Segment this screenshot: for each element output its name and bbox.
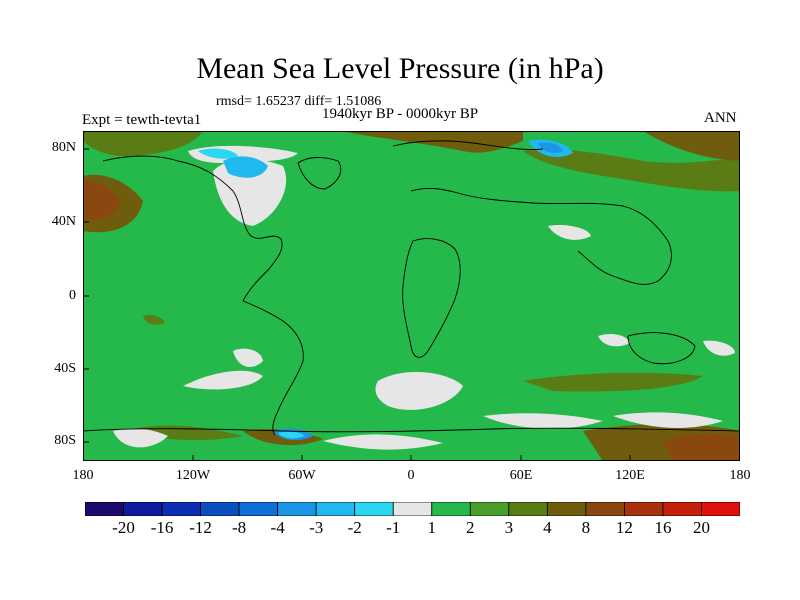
lon-label: 0 xyxy=(407,468,415,483)
lon-label: 60E xyxy=(509,468,533,483)
colorbar-swatch xyxy=(161,502,201,516)
period-line: 1940kyr BP - 0000kyr BP xyxy=(322,106,479,122)
map-title: Mean Sea Level Pressure (in hPa) xyxy=(196,52,604,85)
colorbar-label: 4 xyxy=(543,518,552,537)
colorbar-label: 20 xyxy=(692,518,710,537)
colorbar-label: 16 xyxy=(654,518,672,537)
colorbar-label: -20 xyxy=(112,518,135,537)
lat-label: 0 xyxy=(69,288,76,303)
colorbar-label: -3 xyxy=(309,518,324,537)
lon-label: 120W xyxy=(175,468,211,483)
lat-label: 80N xyxy=(51,140,76,155)
colorbar-swatch xyxy=(238,502,279,516)
colorbar-swatch xyxy=(277,502,317,516)
lat-label: 40N xyxy=(51,214,76,229)
colorbar-label: 3 xyxy=(504,518,514,537)
colorbar-label: -12 xyxy=(189,518,212,537)
colorbar-swatch xyxy=(123,502,163,516)
colorbar-label: 1 xyxy=(427,518,437,537)
lon-label: 60W xyxy=(288,468,316,483)
colorbar-swatch xyxy=(585,502,625,516)
colorbar-label: -16 xyxy=(150,518,174,537)
pressure-map xyxy=(83,131,740,461)
colorbar-swatch xyxy=(508,502,548,516)
lon-label: 180 xyxy=(729,468,751,483)
neutral-regions xyxy=(113,145,735,450)
season-label: ANN xyxy=(704,110,737,126)
colorbar-label: 2 xyxy=(466,518,475,537)
colorbar-label: -1 xyxy=(386,518,401,537)
lon-label: 120E xyxy=(615,468,645,483)
positive-anomaly-regions xyxy=(83,131,740,461)
colorbar-swatch xyxy=(624,502,664,516)
colorbar-label: -2 xyxy=(347,518,362,537)
colorbar-swatch xyxy=(701,502,740,516)
colorbar-swatch xyxy=(546,502,587,516)
lon-label: 180 xyxy=(72,468,94,483)
colorbar-label: -4 xyxy=(270,518,285,537)
colorbar-swatch xyxy=(85,502,124,516)
colorbar-swatch xyxy=(315,502,356,516)
colorbar-label: 8 xyxy=(581,518,591,537)
lat-label: 40S xyxy=(54,361,76,376)
experiment-line: Expt = tewth-tevta1 xyxy=(82,112,202,128)
colorbar-label: -8 xyxy=(232,518,247,537)
coastlines xyxy=(83,140,740,436)
lat-label: 80S xyxy=(54,433,76,448)
colorbar xyxy=(85,502,740,516)
colorbar-swatch xyxy=(200,502,240,516)
colorbar-label: 12 xyxy=(615,518,633,537)
colorbar-swatch xyxy=(469,502,510,516)
stats-line: rmsd= 1.65237 diff= 1.51086 xyxy=(216,94,382,109)
colorbar-swatch xyxy=(354,502,394,516)
colorbar-swatch xyxy=(431,502,471,516)
colorbar-swatch xyxy=(392,502,433,516)
map-ticks xyxy=(83,148,631,461)
colorbar-swatch xyxy=(662,502,702,516)
